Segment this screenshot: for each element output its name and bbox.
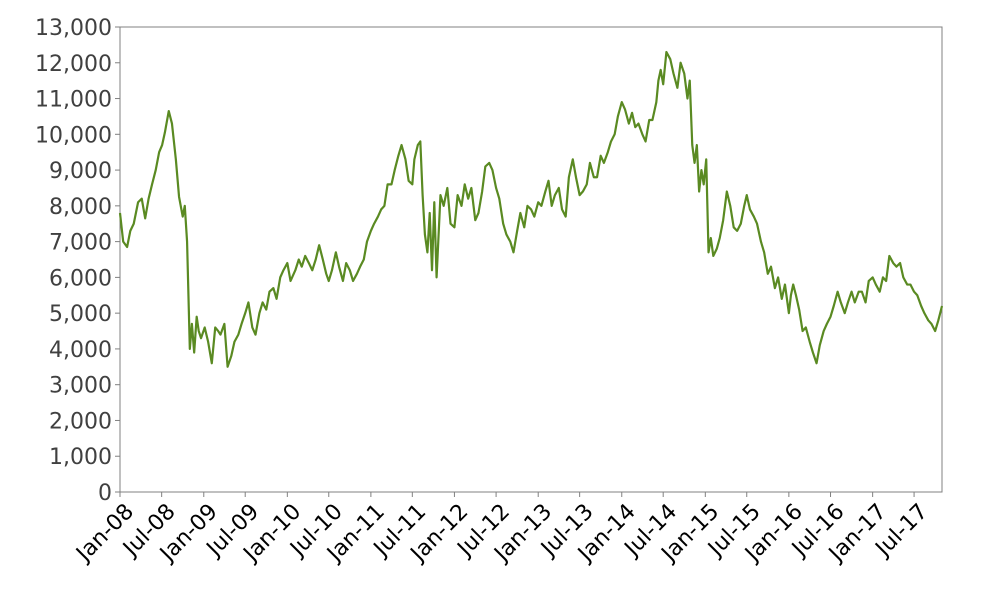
series-layer (118, 50, 944, 368)
y-tick-label: 1,000 (49, 445, 112, 470)
y-tick-label: 0 (98, 481, 112, 506)
y-tick-label: 10,000 (35, 123, 112, 148)
y-axis: 0 1,000 2,000 3,000 4,000 5,000 6,000 7,000 8,00… (35, 16, 120, 506)
y-tick-label: 13,000 (35, 16, 112, 41)
x-axis: Jan-08Jul-08Jan-09Jul-09Jan-10Jul-10Jan-… (71, 492, 933, 568)
y-tick-label: 7,000 (49, 231, 112, 256)
y-tick-label: 12,000 (35, 52, 112, 77)
y-tick-label: 9,000 (49, 159, 112, 184)
plot-area-frame (119, 26, 943, 493)
y-tick-label: 5,000 (49, 302, 112, 327)
y-tick-label: 11,000 (35, 88, 112, 113)
y-tick-label: 3,000 (49, 374, 112, 399)
y-tick-label: 4,000 (49, 338, 112, 363)
y-tick-label: 6,000 (49, 266, 112, 291)
y-tick-label: 2,000 (49, 409, 112, 434)
y-tick-label: 8,000 (49, 195, 112, 220)
series-line-0 (118, 50, 944, 368)
